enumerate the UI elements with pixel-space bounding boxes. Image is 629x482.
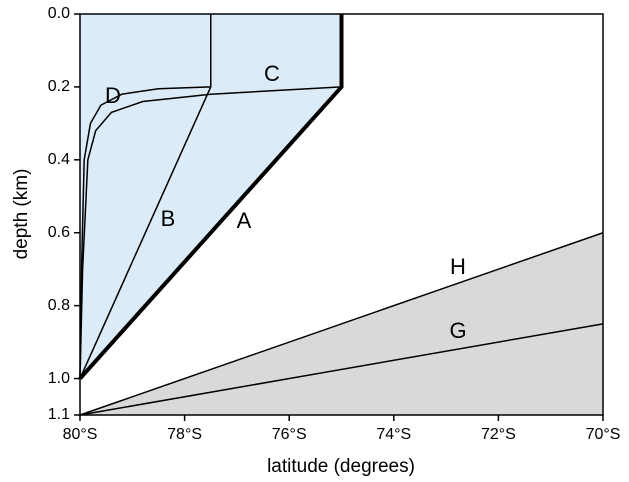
series-label: G bbox=[449, 318, 466, 343]
y-tick-label: 0.6 bbox=[48, 224, 70, 241]
x-axis-label: latitude (degrees) bbox=[267, 456, 415, 477]
series-line bbox=[79, 323, 604, 416]
series-label: A bbox=[237, 208, 252, 233]
y-tick-label: 0.2 bbox=[48, 78, 70, 95]
plot-frame bbox=[79, 13, 604, 416]
y-tick-label: 1.0 bbox=[48, 370, 70, 387]
y-tick-label: 0.0 bbox=[48, 5, 70, 22]
y-tick-label: 0.8 bbox=[48, 297, 70, 314]
series-label: D bbox=[105, 83, 121, 108]
series-line bbox=[79, 86, 211, 379]
series-line bbox=[79, 86, 342, 379]
region-fill bbox=[80, 14, 342, 379]
x-tick-label: 70°S bbox=[586, 426, 621, 443]
x-tick-label: 72°S bbox=[481, 426, 516, 443]
series-line bbox=[79, 232, 604, 416]
x-tick-label: 76°S bbox=[272, 426, 307, 443]
x-tick-label: 74°S bbox=[376, 426, 411, 443]
y-tick-label: 0.4 bbox=[48, 151, 70, 168]
x-tick-label: 78°S bbox=[167, 426, 202, 443]
series-label: H bbox=[450, 254, 466, 279]
series-label: C bbox=[264, 61, 280, 86]
series-label: B bbox=[161, 206, 176, 231]
line-layer bbox=[78, 14, 604, 416]
x-tick-label: 80°S bbox=[63, 426, 98, 443]
y-axis-label: depth (km) bbox=[11, 169, 32, 260]
y-tick-label: 1.1 bbox=[48, 406, 70, 423]
